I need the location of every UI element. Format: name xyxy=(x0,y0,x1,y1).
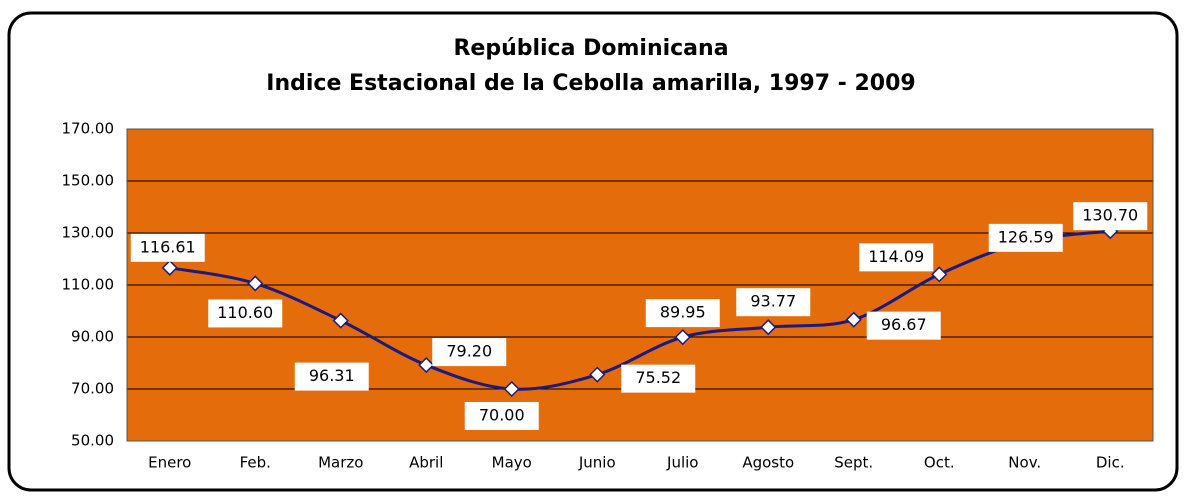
x-tick-label: Julio xyxy=(666,454,698,472)
x-tick-label: Nov. xyxy=(1008,454,1041,472)
data-label: 114.09 xyxy=(868,247,924,266)
y-tick-label: 110.00 xyxy=(62,276,115,294)
x-tick-label: Dic. xyxy=(1096,454,1125,472)
data-label: 79.20 xyxy=(446,342,492,361)
x-tick-label: Mayo xyxy=(492,454,532,472)
data-label: 93.77 xyxy=(750,292,796,311)
x-tick-label: Oct. xyxy=(924,454,955,472)
y-tick-label: 70.00 xyxy=(71,380,114,398)
marker xyxy=(332,312,349,329)
x-tick-label: Abril xyxy=(409,454,443,472)
data-label: 126.59 xyxy=(998,227,1054,246)
plot-border xyxy=(126,128,1154,442)
data-label: 96.31 xyxy=(309,366,355,385)
x-tick-label: Feb. xyxy=(240,454,271,472)
marker xyxy=(418,357,435,374)
data-label: 110.60 xyxy=(217,303,273,322)
data-label: 89.95 xyxy=(660,303,706,322)
data-label-box xyxy=(432,338,507,367)
y-tick-label: 130.00 xyxy=(62,224,115,242)
x-tick-label: Enero xyxy=(148,454,191,472)
data-label-box xyxy=(294,362,369,391)
marker xyxy=(161,259,178,276)
marker xyxy=(845,311,862,328)
data-label: 70.00 xyxy=(479,406,525,425)
data-label-box xyxy=(130,233,205,262)
y-tick-label: 150.00 xyxy=(62,172,115,190)
marker xyxy=(589,366,606,383)
data-label-box xyxy=(866,311,941,340)
data-label-box xyxy=(736,288,811,317)
data-label-box xyxy=(464,402,539,430)
marker xyxy=(503,380,520,398)
data-label-box xyxy=(621,364,696,393)
data-label-box xyxy=(859,243,934,272)
marker xyxy=(674,329,691,346)
data-label: 75.52 xyxy=(635,368,681,387)
marker xyxy=(931,266,948,283)
data-label-box xyxy=(988,223,1063,252)
data-label-box xyxy=(1073,202,1148,231)
chart-title: República Dominicana xyxy=(453,36,728,61)
data-label-box xyxy=(208,299,283,328)
data-label: 116.61 xyxy=(140,237,196,256)
line xyxy=(169,229,1111,391)
marker xyxy=(760,319,777,336)
x-tick-label: Agosto xyxy=(742,454,794,472)
data-label-box xyxy=(645,299,720,328)
x-tick-label: Sept. xyxy=(834,454,873,472)
chart-subtitle: Indice Estacional de la Cebolla amarilla… xyxy=(266,71,915,96)
x-tick-label: Marzo xyxy=(318,454,363,472)
y-tick-label: 90.00 xyxy=(71,328,114,346)
data-label: 130.70 xyxy=(1082,206,1138,225)
x-tick-label: Junio xyxy=(578,454,616,472)
y-tick-label: 170.00 xyxy=(62,120,115,138)
y-tick-label: 50.00 xyxy=(71,432,114,450)
marker xyxy=(247,275,264,292)
data-label: 96.67 xyxy=(881,315,927,334)
